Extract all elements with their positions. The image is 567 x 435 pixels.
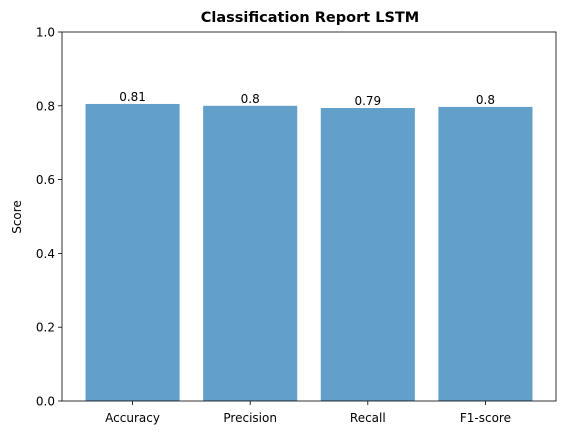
- bars-group: [85, 103, 533, 402]
- x-axis-ticks: Accuracy Precision Recall F1-score: [105, 401, 511, 425]
- plot-frame: [61, 31, 557, 402]
- y-tick-label: 0.6: [36, 173, 55, 187]
- x-tick-label-f1-score: F1-score: [460, 411, 511, 425]
- x-tick-label-accuracy: Accuracy: [105, 411, 160, 425]
- data-label-recall: 0.79: [354, 94, 381, 108]
- y-tick-label: 1.0: [36, 26, 55, 40]
- y-tick-label: 0.2: [36, 321, 55, 335]
- y-tick-label: 0.0: [36, 395, 55, 409]
- data-label-accuracy: 0.81: [119, 90, 146, 104]
- x-tick-label-recall: Recall: [350, 411, 386, 425]
- data-labels-group: 0.81 0.8 0.79 0.8: [119, 90, 495, 108]
- chart-title: Classification Report LSTM: [201, 10, 419, 26]
- bar-precision: [203, 105, 298, 402]
- bar-recall: [320, 108, 415, 401]
- y-tick-label: 0.8: [36, 99, 55, 113]
- x-tick-label-precision: Precision: [223, 411, 277, 425]
- y-tick-label: 0.4: [36, 247, 55, 261]
- bar-f1-score: [438, 106, 533, 402]
- data-label-precision: 0.8: [241, 92, 260, 106]
- data-label-f1-score: 0.8: [476, 93, 495, 107]
- bar-accuracy: [85, 103, 180, 401]
- y-axis-ticks: 0.0 0.2 0.4 0.6 0.8 1.0: [36, 26, 62, 409]
- y-axis-label: Score: [10, 200, 24, 234]
